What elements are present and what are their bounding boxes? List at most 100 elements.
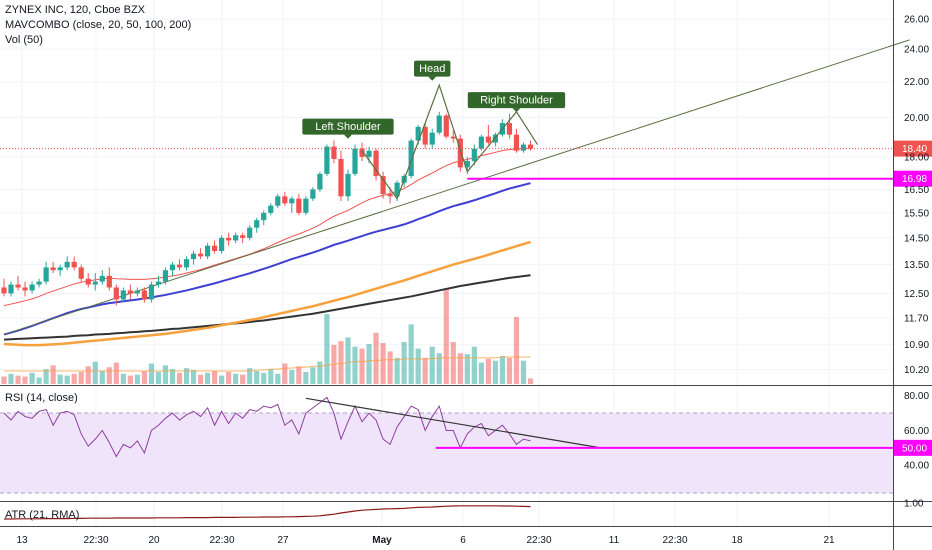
time-axis[interactable]: 13 22:30 20 22:30 27 May 6 22:30 11 22:30 18 21 — [16, 535, 835, 546]
candle-body — [324, 146, 330, 174]
candle — [443, 113, 449, 139]
chart-legend: ZYNEX INC, 120, Cboe BZX MAVCOMBO (close… — [5, 4, 191, 521]
candle — [92, 273, 98, 291]
symbol-title[interactable]: ZYNEX INC, 120, Cboe BZX — [5, 4, 146, 16]
candle — [204, 243, 211, 260]
candle — [190, 250, 197, 265]
candle-body — [36, 281, 42, 285]
candle-body — [233, 235, 239, 241]
callout-pointer — [343, 134, 352, 139]
candle-body — [436, 115, 442, 133]
candle-body — [464, 161, 470, 168]
volume-bar — [183, 368, 190, 384]
volume-bar — [436, 353, 442, 384]
volume-bar — [99, 370, 105, 384]
price-axis[interactable]: 26.00 24.00 22.00 20.00 18.00 16.50 15.50 14.50… — [904, 15, 929, 510]
time-tick-label: 22:30 — [662, 535, 687, 546]
candle-body — [92, 281, 98, 285]
volume-bar — [520, 360, 527, 384]
candle — [36, 278, 42, 288]
candle — [317, 171, 323, 192]
atr-title[interactable]: ATR (21, RMA) — [5, 509, 79, 521]
volume-bar — [471, 346, 477, 384]
candle — [359, 142, 365, 162]
volume-title[interactable]: Vol (50) — [5, 34, 43, 46]
volume-bar — [478, 362, 484, 384]
ma-line-ma50 — [3, 182, 531, 336]
candle-body — [64, 261, 70, 268]
candle — [296, 194, 302, 216]
price-tick-label: 15.50 — [904, 208, 929, 219]
pattern-callout: Head — [414, 60, 451, 81]
candle — [113, 284, 119, 306]
pattern-layer — [361, 83, 539, 200]
callout-label: Right Shoulder — [480, 95, 553, 107]
candle-body — [57, 267, 63, 271]
candle — [247, 225, 253, 241]
candle — [254, 217, 260, 233]
candle-body — [345, 173, 351, 197]
volume-bar — [394, 357, 400, 384]
candle-layer[interactable] — [1, 111, 534, 306]
candle — [310, 187, 316, 201]
candle — [8, 281, 14, 297]
candle — [520, 142, 527, 153]
volume-bar — [240, 374, 246, 384]
volume-bar — [422, 357, 428, 384]
pattern-callout: Right Shoulder — [467, 92, 566, 113]
volume-bar — [443, 288, 449, 384]
candle — [233, 232, 239, 244]
rsi-level-tag — [894, 439, 932, 456]
rsi-trendline — [305, 397, 601, 449]
volume-bar — [43, 369, 49, 384]
indicator-title[interactable]: MAVCOMBO (close, 20, 50, 100, 200) — [5, 19, 191, 31]
price-tick-label: 13.50 — [904, 260, 929, 271]
volume-bar — [247, 368, 253, 384]
ma-layer — [3, 147, 531, 347]
volume-bar — [373, 332, 379, 384]
candle-body — [99, 275, 105, 282]
volume-bar — [289, 370, 295, 384]
candle-body — [394, 182, 400, 197]
callout-label: Head — [419, 63, 445, 75]
time-tick-label: 21 — [823, 535, 835, 546]
price-tick-label: 18.00 — [904, 152, 929, 163]
rsi-level-label: 50.00 — [902, 443, 927, 454]
candle-body — [197, 253, 204, 257]
candle-body — [275, 196, 281, 206]
candle — [275, 194, 281, 209]
candle-body — [169, 264, 176, 271]
candle-body — [408, 140, 414, 177]
volume-bar — [366, 343, 372, 384]
candle — [492, 132, 498, 147]
candle — [127, 284, 133, 300]
candle-body — [247, 227, 253, 238]
candle — [261, 210, 267, 226]
volume-bar — [176, 372, 183, 384]
callout-box — [302, 118, 394, 135]
volume-bar — [380, 342, 386, 384]
candle-body — [240, 235, 246, 238]
rsi-line — [3, 396, 531, 458]
volume-bar — [485, 358, 491, 384]
candle — [134, 287, 140, 297]
volume-bar — [106, 367, 112, 384]
volume-bar — [303, 371, 309, 384]
candle-body — [310, 189, 316, 199]
candle — [527, 140, 534, 151]
rsi-title[interactable]: RSI (14, close) — [5, 392, 78, 404]
neckline-trendline — [3, 39, 910, 336]
time-tick-label: 11 — [609, 535, 620, 546]
candle — [43, 261, 49, 285]
candle — [422, 123, 428, 149]
price-tick-label: 24.00 — [904, 45, 929, 56]
candle-body — [1, 287, 7, 294]
volume-bar — [155, 371, 162, 384]
candle-body — [127, 290, 133, 294]
candle-body — [219, 237, 225, 251]
volume-bar — [162, 365, 169, 384]
volume-bar — [169, 369, 176, 384]
volume-bar — [190, 370, 197, 384]
rsi-tick-label: 40.00 — [904, 461, 929, 472]
candle — [226, 232, 232, 246]
